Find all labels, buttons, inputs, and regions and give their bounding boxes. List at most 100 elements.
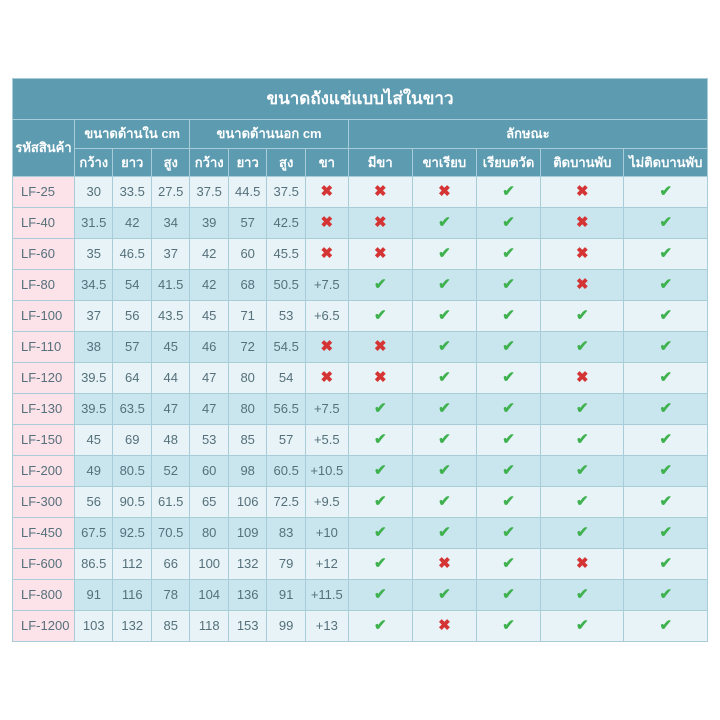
table-title: ขนาดถังแช่แบบไส่ในขาว	[13, 78, 708, 119]
cell-f4: ✔	[541, 580, 624, 611]
check-icon: ✔	[502, 369, 515, 386]
check-icon: ✔	[659, 214, 672, 231]
cell-oh: 57	[267, 425, 305, 456]
check-icon: ✔	[502, 462, 515, 479]
cell-code: LF-1200	[13, 611, 75, 642]
cell-f5: ✔	[624, 394, 708, 425]
cell-leg: +5.5	[305, 425, 348, 456]
cell-ol: 98	[228, 456, 266, 487]
table-row: LF-2004980.552609860.5+10.5✔✔✔✔✔	[13, 456, 708, 487]
cell-ol: 44.5	[228, 177, 266, 208]
cell-oh: 79	[267, 549, 305, 580]
cell-leg: +12	[305, 549, 348, 580]
cell-ol: 85	[228, 425, 266, 456]
cross-icon: ✖	[576, 555, 589, 572]
cell-leg: +11.5	[305, 580, 348, 611]
cell-ih: 70.5	[151, 518, 189, 549]
cell-f5: ✔	[624, 487, 708, 518]
cross-icon: ✖	[576, 369, 589, 386]
cell-ow: 47	[190, 394, 228, 425]
check-icon: ✔	[374, 524, 387, 541]
check-icon: ✔	[659, 431, 672, 448]
cell-leg: ✖	[305, 208, 348, 239]
cell-f2: ✔	[412, 239, 476, 270]
cell-ih: 44	[151, 363, 189, 394]
cell-f5: ✔	[624, 456, 708, 487]
check-icon: ✔	[438, 245, 451, 262]
cell-code: LF-300	[13, 487, 75, 518]
col-head-f3: เรียบตวัด	[476, 148, 540, 177]
cell-ow: 37.5	[190, 177, 228, 208]
check-icon: ✔	[576, 617, 589, 634]
cell-f4: ✖	[541, 239, 624, 270]
cell-code: LF-130	[13, 394, 75, 425]
check-icon: ✔	[576, 462, 589, 479]
cell-code: LF-110	[13, 332, 75, 363]
cell-f4: ✖	[541, 208, 624, 239]
cell-iw: 86.5	[75, 549, 113, 580]
check-icon: ✔	[659, 555, 672, 572]
cross-icon: ✖	[438, 617, 451, 634]
cell-oh: 72.5	[267, 487, 305, 518]
cell-il: 90.5	[113, 487, 151, 518]
cross-icon: ✖	[321, 338, 334, 355]
cell-il: 46.5	[113, 239, 151, 270]
cell-oh: 54	[267, 363, 305, 394]
cell-ol: 60	[228, 239, 266, 270]
cell-il: 112	[113, 549, 151, 580]
cell-ih: 43.5	[151, 301, 189, 332]
col-head-iw: กว้าง	[75, 148, 113, 177]
cell-f1: ✔	[348, 518, 412, 549]
cell-f1: ✔	[348, 549, 412, 580]
cell-oh: 99	[267, 611, 305, 642]
cell-code: LF-80	[13, 270, 75, 301]
cell-code: LF-800	[13, 580, 75, 611]
check-icon: ✔	[659, 617, 672, 634]
cell-iw: 49	[75, 456, 113, 487]
cell-f1: ✖	[348, 239, 412, 270]
check-icon: ✔	[502, 245, 515, 262]
cell-iw: 34.5	[75, 270, 113, 301]
cell-f5: ✔	[624, 363, 708, 394]
check-icon: ✔	[374, 555, 387, 572]
cell-f3: ✔	[476, 549, 540, 580]
col-head-f2: ขาเรียบ	[412, 148, 476, 177]
check-icon: ✔	[374, 493, 387, 510]
cross-icon: ✖	[576, 183, 589, 200]
cross-icon: ✖	[374, 338, 387, 355]
cell-f5: ✔	[624, 177, 708, 208]
cell-il: 56	[113, 301, 151, 332]
check-icon: ✔	[438, 276, 451, 293]
cell-ih: 61.5	[151, 487, 189, 518]
cell-leg: +7.5	[305, 270, 348, 301]
cell-ow: 42	[190, 270, 228, 301]
cell-oh: 83	[267, 518, 305, 549]
cell-ol: 132	[228, 549, 266, 580]
cell-leg: ✖	[305, 239, 348, 270]
cell-f3: ✔	[476, 425, 540, 456]
check-icon: ✔	[374, 586, 387, 603]
cell-code: LF-100	[13, 301, 75, 332]
cell-f1: ✔	[348, 394, 412, 425]
cell-f5: ✔	[624, 239, 708, 270]
check-icon: ✔	[576, 524, 589, 541]
col-head-f4: ติดบานพับ	[541, 148, 624, 177]
cell-oh: 42.5	[267, 208, 305, 239]
cell-iw: 67.5	[75, 518, 113, 549]
check-icon: ✔	[374, 276, 387, 293]
cell-f4: ✖	[541, 549, 624, 580]
cross-icon: ✖	[576, 245, 589, 262]
cell-ow: 39	[190, 208, 228, 239]
cross-icon: ✖	[321, 214, 334, 231]
cell-leg: ✖	[305, 332, 348, 363]
cell-code: LF-450	[13, 518, 75, 549]
col-head-oh: สูง	[267, 148, 305, 177]
cell-ow: 118	[190, 611, 228, 642]
cell-f2: ✔	[412, 425, 476, 456]
col-head-code: รหัสสินค้า	[13, 120, 75, 177]
col-head-ow: กว้าง	[190, 148, 228, 177]
check-icon: ✔	[659, 493, 672, 510]
cell-ow: 104	[190, 580, 228, 611]
col-head-f5: ไม่ติดบานพับ	[624, 148, 708, 177]
cell-f4: ✖	[541, 177, 624, 208]
